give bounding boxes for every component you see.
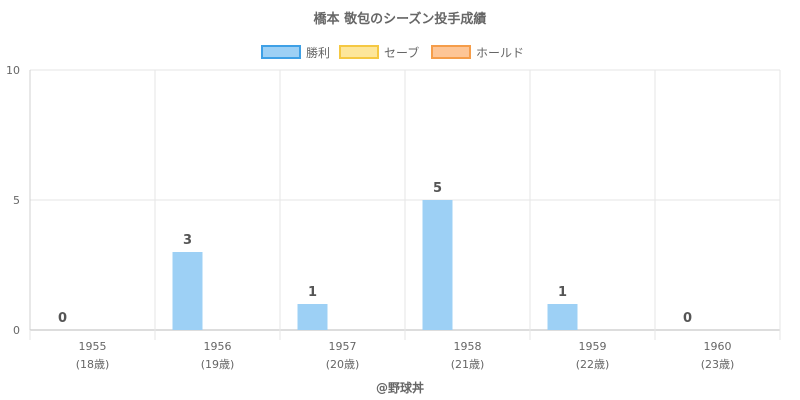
y-tick-label-5: 5 bbox=[13, 194, 20, 207]
legend-label-2: セーブ bbox=[384, 45, 419, 60]
x-tick-sublabel-1959: (22歳) bbox=[576, 358, 610, 371]
y-axis: 0 5 10 bbox=[6, 64, 31, 337]
legend-swatch-3 bbox=[431, 45, 471, 59]
grid bbox=[29, 69, 781, 340]
bar-勝利-1958 bbox=[422, 200, 453, 330]
data-label-1956: 3 bbox=[183, 233, 192, 248]
legend: 勝利 セーブ ホールド bbox=[261, 45, 524, 60]
legend-swatch-2 bbox=[339, 45, 379, 59]
legend-label-1: 勝利 bbox=[306, 45, 330, 60]
data-label-1955: 0 bbox=[58, 311, 67, 326]
footer-credit: @野球丼 bbox=[376, 380, 424, 395]
x-tick-sublabel-1957: (20歳) bbox=[326, 358, 360, 371]
data-label-1957: 1 bbox=[308, 285, 317, 300]
x-tick-sublabel-1955: (18歳) bbox=[76, 358, 110, 371]
bar-勝利-1959 bbox=[547, 304, 578, 330]
data-label-1958: 5 bbox=[433, 181, 442, 196]
x-tick-label-1955: 1955 bbox=[79, 340, 107, 353]
x-tick-label-1957: 1957 bbox=[329, 340, 357, 353]
legend-swatch-1 bbox=[261, 45, 301, 59]
bar-勝利-1956 bbox=[172, 252, 203, 330]
x-tick-sublabel-1956: (19歳) bbox=[201, 358, 235, 371]
chart-title: 橋本 敬包のシーズン投手成績 bbox=[314, 11, 487, 27]
legend-label-3: ホールド bbox=[476, 46, 524, 60]
x-tick-label-1956: 1956 bbox=[204, 340, 232, 353]
data-label-1960: 0 bbox=[683, 311, 692, 326]
x-tick-label-1958: 1958 bbox=[454, 340, 482, 353]
x-tick-label-1959: 1959 bbox=[579, 340, 607, 353]
x-tick-label-1960: 1960 bbox=[704, 340, 732, 353]
bars bbox=[172, 200, 578, 330]
data-labels: 0 3 1 5 1 0 bbox=[58, 181, 692, 326]
y-tick-label-10: 10 bbox=[6, 64, 20, 77]
x-tick-sublabel-1958: (21歳) bbox=[451, 358, 485, 371]
x-axis: 1955 (18歳) 1956 (19歳) 1957 (20歳) 1958 (21歳) 1959… bbox=[76, 340, 735, 371]
data-label-1959: 1 bbox=[558, 285, 567, 300]
bar-勝利-1957 bbox=[297, 304, 328, 330]
y-tick-label-0: 0 bbox=[13, 324, 20, 337]
x-tick-sublabel-1960: (23歳) bbox=[701, 358, 735, 371]
